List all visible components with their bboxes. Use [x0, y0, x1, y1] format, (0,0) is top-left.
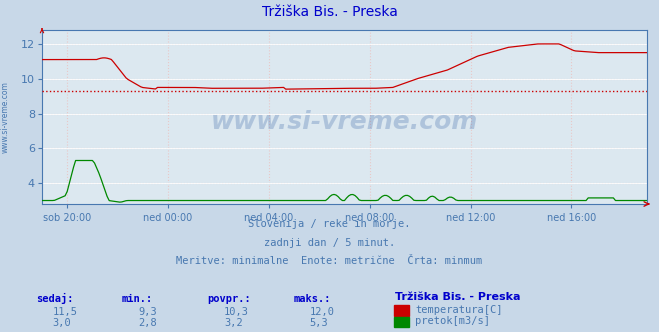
Text: 12,0: 12,0 — [310, 307, 335, 317]
Text: temperatura[C]: temperatura[C] — [415, 305, 503, 315]
Text: 5,3: 5,3 — [310, 318, 328, 328]
Text: 3,0: 3,0 — [53, 318, 71, 328]
Text: 10,3: 10,3 — [224, 307, 249, 317]
Text: 3,2: 3,2 — [224, 318, 243, 328]
Text: Meritve: minimalne  Enote: metrične  Črta: minmum: Meritve: minimalne Enote: metrične Črta:… — [177, 256, 482, 266]
Text: maks.:: maks.: — [293, 294, 331, 304]
Text: Tržiška Bis. - Preska: Tržiška Bis. - Preska — [395, 292, 521, 302]
Text: zadnji dan / 5 minut.: zadnji dan / 5 minut. — [264, 238, 395, 248]
Text: pretok[m3/s]: pretok[m3/s] — [415, 316, 490, 326]
Text: povpr.:: povpr.: — [208, 294, 251, 304]
Text: Slovenija / reke in morje.: Slovenija / reke in morje. — [248, 219, 411, 229]
Text: 9,3: 9,3 — [138, 307, 157, 317]
Text: 2,8: 2,8 — [138, 318, 157, 328]
Text: www.si-vreme.com: www.si-vreme.com — [211, 110, 478, 134]
Text: Tržiška Bis. - Preska: Tržiška Bis. - Preska — [262, 5, 397, 19]
Text: www.si-vreme.com: www.si-vreme.com — [1, 81, 10, 153]
Text: min.:: min.: — [122, 294, 153, 304]
Text: 11,5: 11,5 — [53, 307, 78, 317]
Text: sedaj:: sedaj: — [36, 293, 74, 304]
